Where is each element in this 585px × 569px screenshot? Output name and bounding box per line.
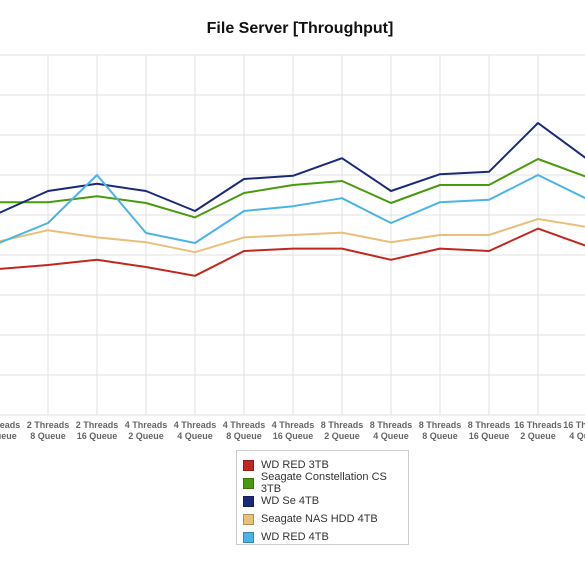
x-tick-label: 8 Threads 8 Queue [419, 420, 462, 441]
x-tick-label: 4 Threads 2 Queue [125, 420, 168, 441]
legend-swatch [243, 459, 254, 471]
legend-label: WD RED 3TB [261, 459, 329, 471]
legend-item[interactable]: WD Se 4TB [243, 492, 408, 510]
legend-label: Seagate Constellation CS 3TB [260, 471, 387, 495]
legend-item[interactable]: WD RED 4TB [243, 528, 408, 546]
legend-item[interactable]: Seagate Constellation CS 3TB [243, 471, 408, 495]
legend-label: WD RED 4TB [261, 531, 329, 543]
legend-swatch [243, 495, 254, 507]
x-tick-label: 2 Threads 8 Queue [27, 420, 70, 441]
legend-swatch [243, 513, 254, 525]
legend-item[interactable]: Seagate NAS HDD 4TB [243, 510, 408, 528]
chart-title: File Server [Throughput] [206, 20, 394, 37]
legend-swatch [243, 531, 254, 543]
series-lines [0, 122, 585, 277]
series-line [0, 218, 585, 254]
x-tick-label: 2 Threads 16 Queue [76, 420, 119, 441]
legend-item[interactable]: WD RED 3TB [243, 456, 408, 474]
legend-swatch [243, 477, 254, 489]
series-line [0, 227, 585, 277]
series-line [0, 158, 585, 219]
grid-lines [0, 54, 585, 416]
x-tick-label: 8 Threads 2 Queue [321, 420, 364, 441]
legend-label: WD Se 4TB [261, 495, 320, 507]
x-tick-label: 4 Threads 16 Queue [272, 420, 315, 441]
x-tick-label: 8 Threads 16 Queue [468, 420, 511, 441]
x-tick-label: 16 Threads 2 Queue [514, 420, 562, 441]
legend: WD RED 3TB Seagate Constellation CS 3TB WD… [236, 450, 409, 545]
x-tick-label: 8 Threads 4 Queue [370, 420, 413, 441]
x-tick-label: 4 Threads 8 Queue [223, 420, 266, 441]
legend-label: Seagate NAS HDD 4TB [261, 513, 378, 525]
series-line [0, 174, 585, 244]
x-tick-label: 4 Threads 4 Queue [174, 420, 217, 441]
series-line [0, 122, 585, 214]
